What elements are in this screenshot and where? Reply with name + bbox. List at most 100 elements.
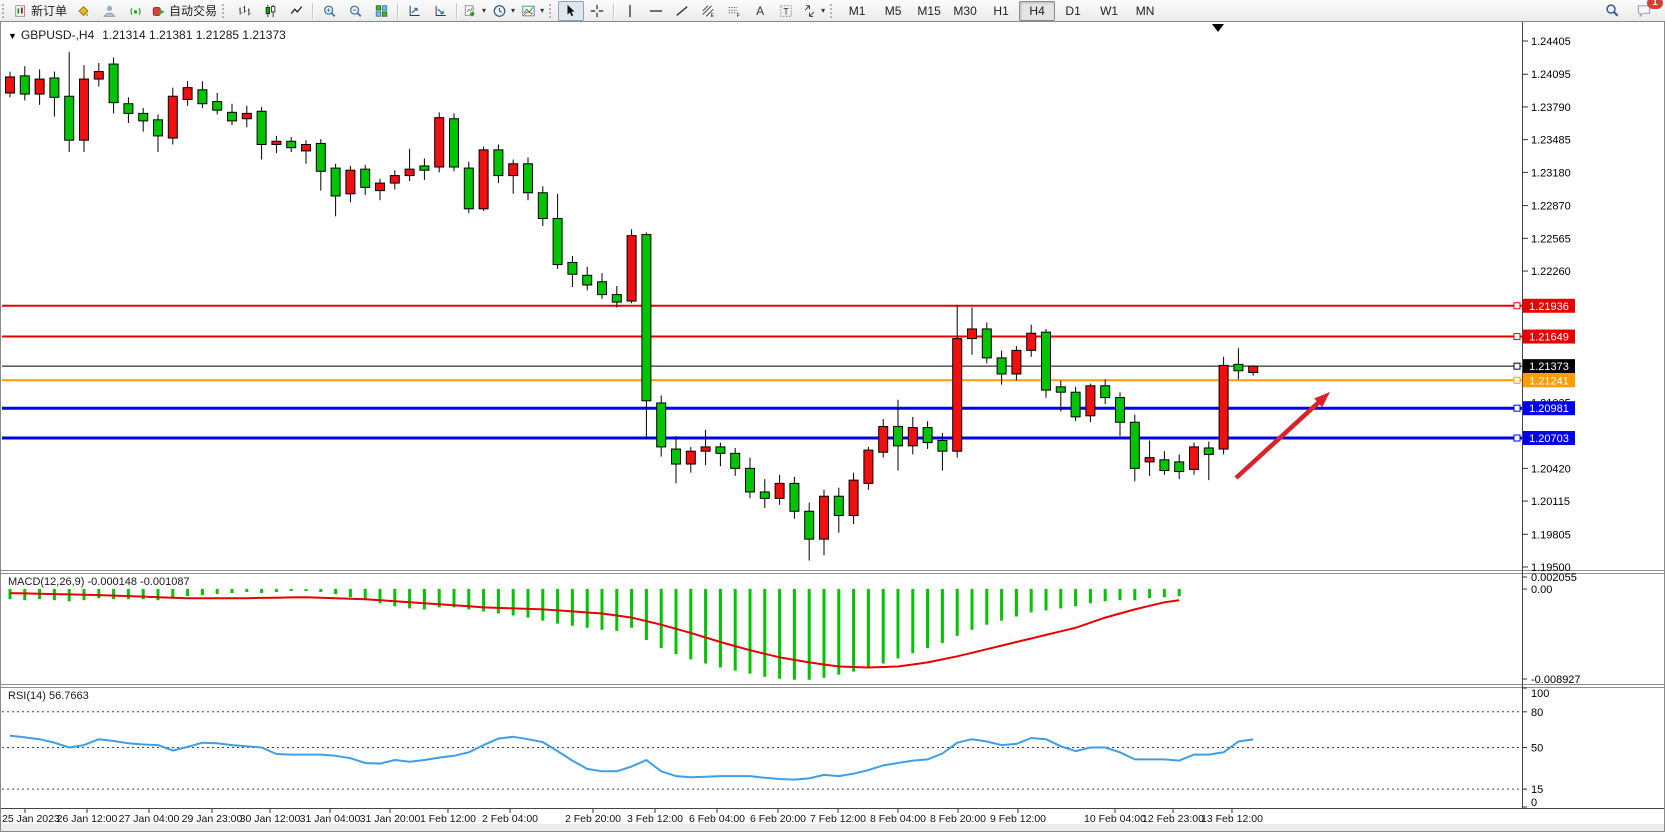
candle-chart-mode-button[interactable] [257,1,283,21]
line-anchor-marker[interactable] [1513,434,1521,442]
toolbar-grip[interactable] [830,3,837,18]
timeframe-button-D1[interactable]: D1 [1065,3,1081,18]
trendline-tool-button[interactable] [669,1,695,21]
notification-badge: 1 [1647,0,1663,9]
add-indicator-button[interactable]: ▾ [460,1,489,21]
svg-text:8 Feb 04:00: 8 Feb 04:00 [870,813,926,825]
search-button[interactable] [1599,1,1625,21]
macd-signal-line [9,592,1180,669]
svg-text:30 Jan 12:00: 30 Jan 12:00 [240,813,301,825]
price-badge [1523,431,1575,446]
candle [1189,446,1199,470]
new-order-button[interactable]: 新订单 [11,1,70,21]
dropdown-caret-icon: ▾ [540,6,545,15]
line-chart-mode-button[interactable] [283,1,309,21]
timeframe-button-M15[interactable]: M15 [917,3,941,18]
toolbar-grip[interactable] [222,3,229,18]
line-anchor-marker[interactable] [1513,302,1521,310]
toolbar-grip[interactable] [2,3,9,18]
signal-button[interactable] [122,1,148,21]
text-label-icon: T [780,4,792,17]
profile-button[interactable] [96,1,122,21]
candle [34,78,45,95]
timeframe-button-M5[interactable]: M5 [884,3,902,18]
timeframe-button-MN[interactable]: MN [1135,3,1155,18]
chart-canvas[interactable]: 1.24405 1.24095 1.23790 1.23485 1.23180 1.228… [0,21,1665,832]
svg-text:25 Jan 2023: 25 Jan 2023 [2,813,60,825]
timeframe-button-M1[interactable]: M1 [848,3,866,18]
chart-shift-marker-icon[interactable] [1212,24,1224,32]
auto-trading-button[interactable]: 自动交易 [148,1,220,21]
candle [833,495,844,517]
text-label-tool-button[interactable]: T [773,1,799,21]
indicator-list-button[interactable] [427,1,453,21]
candle [715,446,726,454]
candle [611,294,622,303]
svg-text:1.21936: 1.21936 [1529,301,1569,313]
line-anchor-marker[interactable] [1513,404,1521,412]
cursor-icon [567,4,575,16]
new-order-label: 新订单 [31,4,68,18]
text-tool-button[interactable]: A [747,1,773,21]
timeframe-button-H4[interactable]: H4 [1019,0,1056,21]
timeframe-button-H1[interactable]: H1 [993,3,1009,18]
svg-text:3 Feb 12:00: 3 Feb 12:00 [627,813,683,825]
timeframe-button-W1[interactable]: W1 [1100,3,1119,18]
indicator-axes-icon [409,5,420,16]
tile-windows-icon [375,4,387,17]
candle [1218,364,1229,450]
zoom-in-button[interactable] [316,1,342,21]
crosshair-tool-button[interactable] [584,1,610,21]
price-axis[interactable]: 1.24405 1.24095 1.23790 1.23485 1.23180 1.228… [1513,36,1575,574]
candle [745,467,755,493]
timeframe-button-M30[interactable]: M30 [953,3,977,18]
annotation-arrow[interactable] [1234,396,1325,480]
toolbar-grip[interactable] [549,3,556,18]
candlesticks [5,52,1259,561]
line-anchor-marker[interactable] [1513,362,1521,370]
clock-icon [493,4,506,17]
candle [449,118,459,168]
candle [937,439,948,452]
symbol-period-label: GBPUSD-,H4 [20,28,95,42]
timeframe-toolbar: M1 M5 M15 M30 H1 H4 D1 W1 MN [839,0,1163,21]
candle [123,103,134,114]
svg-text:1.19500: 1.19500 [1531,562,1571,574]
trendline-icon [676,5,688,16]
candle [819,495,829,540]
chart-background[interactable] [1,22,1664,823]
candle [1233,363,1244,372]
candle [1085,385,1096,417]
candle [463,167,474,210]
vertical-line-tool-button[interactable] [617,1,643,21]
auto-trading-icon [152,6,165,16]
toolbar-separator [613,2,615,19]
cursor-tool-button[interactable] [558,0,585,21]
horizontal-line-tool-button[interactable] [643,1,669,21]
svg-text:8 Feb 20:00: 8 Feb 20:00 [930,813,986,825]
line-anchor-marker[interactable] [1513,376,1521,384]
candle [64,95,75,141]
horizontal-lines[interactable] [2,304,1522,440]
grid-tool-button[interactable]: F [721,1,747,21]
arrows-tool-button[interactable]: ▾ [799,1,828,21]
chat-button[interactable]: 1 [1631,0,1663,21]
template-button[interactable]: ▾ [518,1,547,21]
collapse-caret-icon[interactable]: ▼ [8,31,17,41]
bar-chart-mode-button[interactable] [231,1,257,21]
macd-pane [8,589,1181,680]
line-anchor-marker[interactable] [1513,333,1521,341]
period-button[interactable]: ▾ [489,1,518,21]
annotation-arrow-head[interactable] [1314,392,1330,408]
tile-windows-button[interactable] [368,1,394,21]
svg-text:1.21649: 1.21649 [1529,332,1569,344]
indicator-window-button[interactable] [401,1,427,21]
line-chart-icon [290,5,302,14]
styler-button[interactable] [70,1,96,21]
candle [1203,447,1214,455]
candle [79,78,89,141]
zoom-out-button[interactable] [342,1,368,21]
fibonacci-tool-button[interactable]: E [695,1,721,21]
svg-text:31 Jan 20:00: 31 Jan 20:00 [360,813,421,825]
